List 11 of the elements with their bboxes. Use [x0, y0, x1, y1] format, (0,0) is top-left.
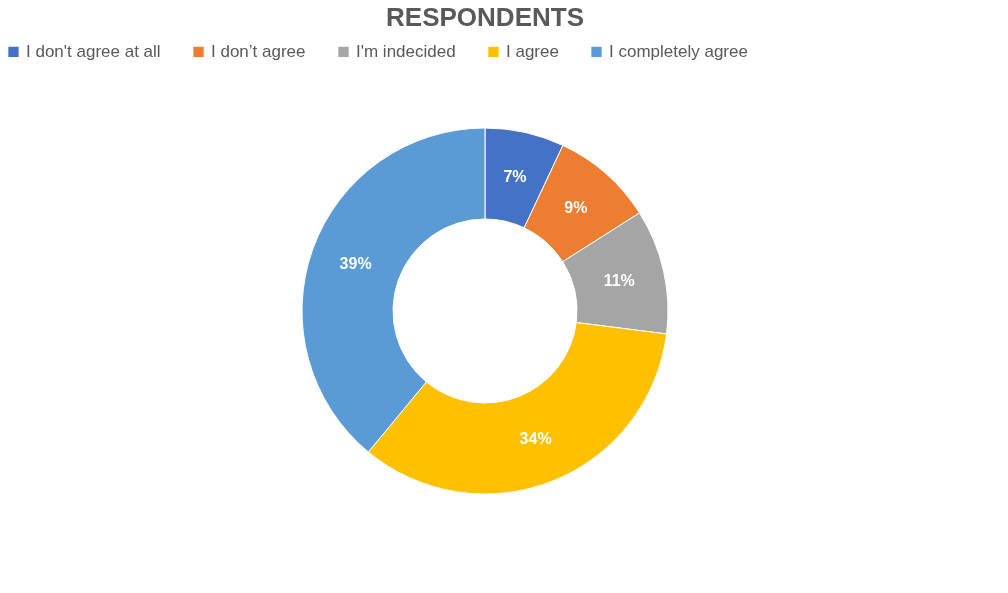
data-label: 7%	[503, 167, 527, 185]
data-label: 34%	[519, 429, 552, 447]
data-label: 39%	[339, 255, 372, 273]
legend-label: I don’t agree	[211, 41, 306, 61]
legend-label: I completely agree	[609, 41, 748, 61]
legend-label: I don't agree at all	[26, 41, 161, 61]
legend-label: I agree	[506, 41, 559, 61]
legend-label: I'm indecided	[356, 41, 456, 61]
chart-title: RESPONDENTS	[386, 2, 584, 32]
data-label: 11%	[603, 272, 635, 290]
data-label: 9%	[564, 198, 588, 216]
